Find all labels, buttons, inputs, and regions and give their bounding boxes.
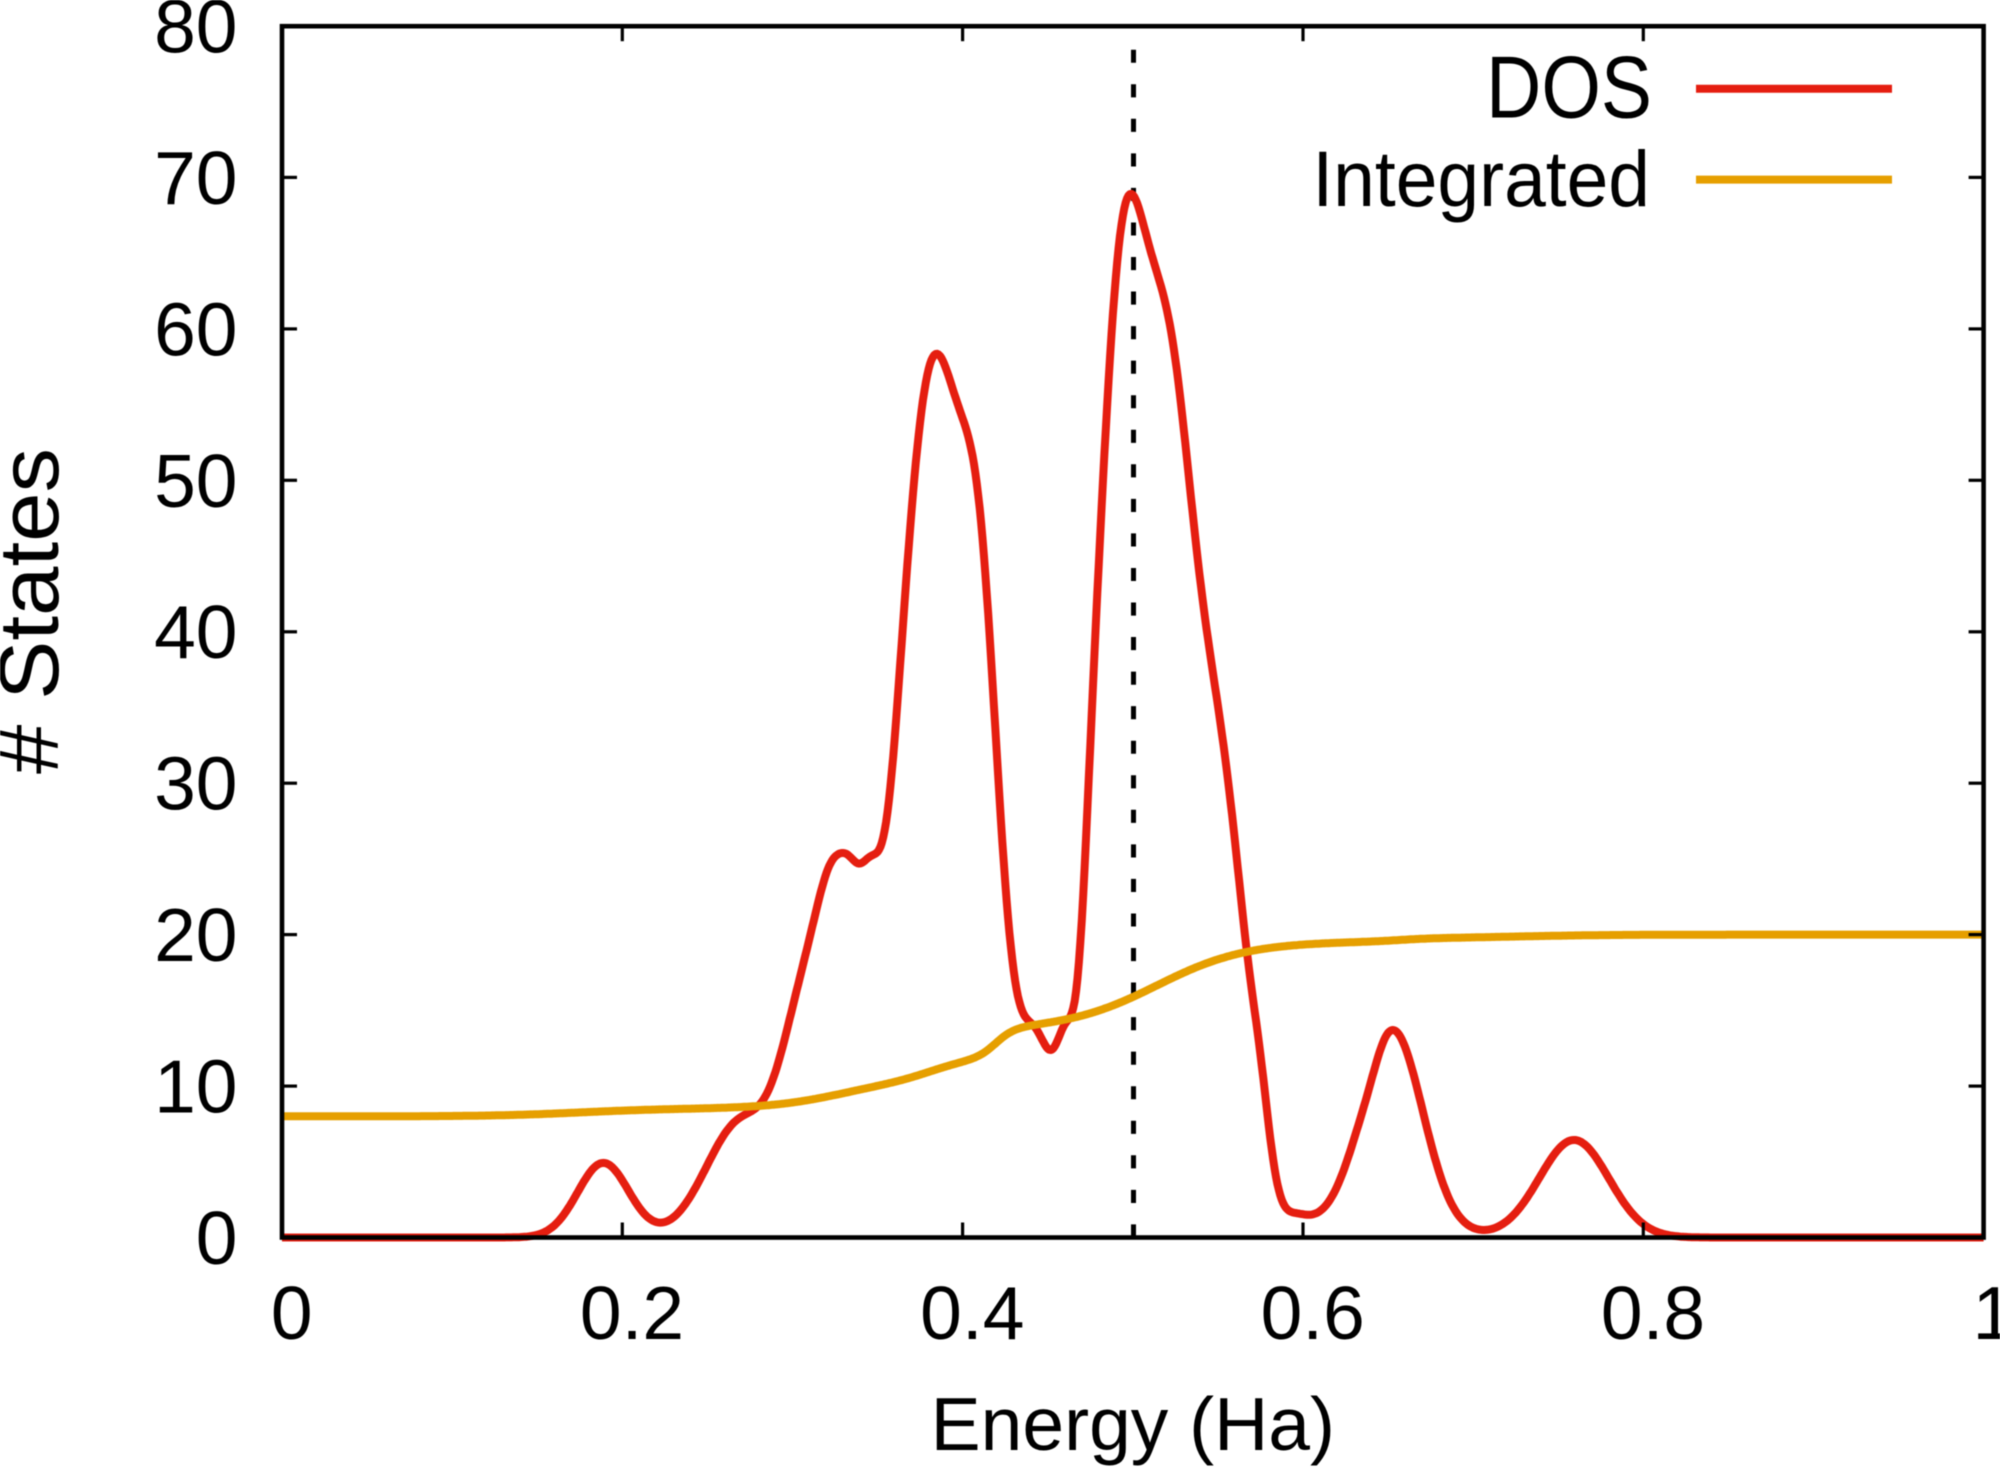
svg-text:Integrated: Integrated [1312, 135, 1650, 223]
svg-text:0: 0 [271, 1271, 313, 1355]
svg-text:50: 50 [154, 439, 237, 523]
svg-text:20: 20 [154, 893, 237, 977]
svg-text:0.2: 0.2 [580, 1271, 684, 1355]
svg-text:Energy (Ha): Energy (Ha) [931, 1382, 1335, 1466]
svg-text:40: 40 [154, 590, 237, 674]
svg-text:0.8: 0.8 [1601, 1271, 1705, 1355]
svg-text:30: 30 [154, 742, 237, 826]
svg-text:# States: # States [0, 448, 76, 774]
svg-text:10: 10 [154, 1045, 237, 1129]
svg-text:0.6: 0.6 [1261, 1271, 1365, 1355]
svg-text:80: 80 [154, 0, 237, 69]
svg-text:70: 70 [154, 136, 237, 220]
svg-text:60: 60 [154, 287, 237, 371]
svg-text:1: 1 [1972, 1271, 2000, 1355]
svg-text:DOS: DOS [1486, 39, 1652, 137]
svg-text:0.4: 0.4 [920, 1271, 1024, 1355]
svg-text:0: 0 [196, 1196, 238, 1280]
